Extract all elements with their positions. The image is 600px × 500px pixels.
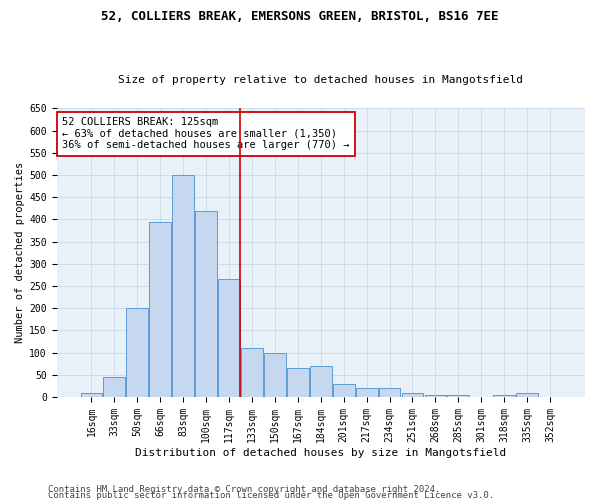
Text: Contains public sector information licensed under the Open Government Licence v3: Contains public sector information licen… <box>48 490 494 500</box>
Bar <box>516 392 538 397</box>
Bar <box>401 392 424 397</box>
Bar <box>218 280 240 397</box>
Text: 52 COLLIERS BREAK: 125sqm
← 63% of detached houses are smaller (1,350)
36% of se: 52 COLLIERS BREAK: 125sqm ← 63% of detac… <box>62 117 349 150</box>
Bar <box>149 222 171 397</box>
Bar <box>493 395 515 397</box>
Bar <box>356 388 377 397</box>
Bar <box>448 395 469 397</box>
Bar <box>379 388 400 397</box>
Bar <box>80 392 103 397</box>
Bar <box>333 384 355 397</box>
Bar <box>264 352 286 397</box>
Text: 52, COLLIERS BREAK, EMERSONS GREEN, BRISTOL, BS16 7EE: 52, COLLIERS BREAK, EMERSONS GREEN, BRIS… <box>101 10 499 23</box>
Bar <box>287 368 309 397</box>
Title: Size of property relative to detached houses in Mangotsfield: Size of property relative to detached ho… <box>118 76 523 86</box>
X-axis label: Distribution of detached houses by size in Mangotsfield: Distribution of detached houses by size … <box>135 448 506 458</box>
Bar <box>195 210 217 397</box>
Bar <box>425 395 446 397</box>
Bar <box>127 308 148 397</box>
Text: Contains HM Land Registry data © Crown copyright and database right 2024.: Contains HM Land Registry data © Crown c… <box>48 484 440 494</box>
Y-axis label: Number of detached properties: Number of detached properties <box>15 162 25 344</box>
Bar <box>310 366 332 397</box>
Bar <box>241 348 263 397</box>
Bar <box>172 175 194 397</box>
Bar <box>103 377 125 397</box>
